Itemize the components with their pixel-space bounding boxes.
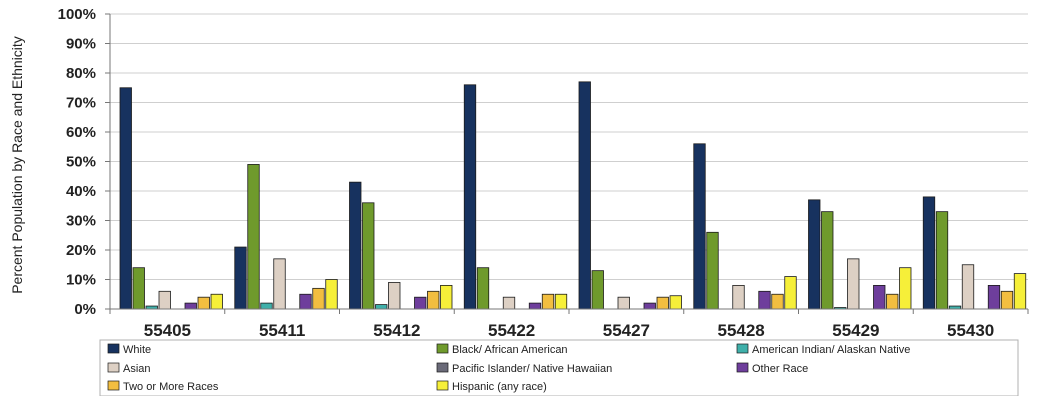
- legend-label: Other Race: [752, 363, 808, 375]
- bar-55427-series-7: [669, 295, 682, 310]
- bar-55429-series-3: [847, 258, 860, 310]
- category-label: 55427: [603, 321, 650, 340]
- bar-55428-series-5: [758, 290, 771, 310]
- bar-55412-series-7: [440, 284, 453, 310]
- bar-55429-series-7: [899, 267, 912, 310]
- category-label: 55429: [832, 321, 879, 340]
- bar-55428-series-3: [732, 284, 745, 310]
- legend-label: Black/ African American: [452, 344, 568, 356]
- bar-55428-series-1: [706, 231, 719, 310]
- bar-55422-series-5: [528, 302, 542, 310]
- bar-55427-series-5: [643, 302, 656, 310]
- bar-55411-series-7: [325, 279, 338, 310]
- bar-55430-series-0: [922, 196, 936, 310]
- category-label: 55422: [488, 321, 535, 340]
- bar-55427-series-3: [617, 296, 630, 310]
- bar-55412-series-6: [427, 290, 440, 310]
- x-axis-categories: 55405 55411 55412 55422 55427 55428 55429 55430: [144, 321, 995, 340]
- y-tick-label: 70%: [66, 95, 96, 112]
- bar-55428-series-7: [784, 276, 797, 310]
- y-axis-label: Percent Population by Race and Ethnicity: [9, 36, 25, 294]
- bar-55422-series-3: [502, 296, 516, 310]
- y-axis-ticks: 0% 10% 20% 30% 40% 50% 60% 70% 80% 90% 100%: [58, 6, 110, 318]
- bar-55430-series-6: [1000, 290, 1014, 310]
- bar-55405-series-1: [132, 267, 145, 310]
- bars: [119, 81, 1027, 310]
- y-tick-label: 80%: [66, 65, 96, 82]
- bar-55428-series-6: [771, 293, 784, 310]
- legend: White Black/ African American American Ind…: [99, 339, 1019, 396]
- bar-55430-series-7: [1013, 273, 1027, 310]
- category-label: 55412: [373, 321, 420, 340]
- y-tick-label: 10%: [66, 272, 96, 289]
- y-tick-label: 90%: [66, 36, 96, 53]
- bar-55427-series-0: [578, 81, 591, 310]
- bar-55429-series-1: [821, 211, 834, 310]
- bar-55427-series-1: [591, 270, 604, 310]
- bar-55405-series-3: [158, 290, 171, 310]
- bar-55422-series-6: [541, 293, 555, 310]
- category-label: 55411: [259, 321, 305, 340]
- bar-55422-series-1: [476, 267, 490, 310]
- bar-55405-series-5: [184, 302, 197, 310]
- y-tick-label: 0%: [74, 301, 96, 318]
- bar-55411-series-0: [234, 246, 247, 310]
- bar-55429-series-0: [808, 199, 821, 310]
- bar-55427-series-6: [656, 296, 669, 310]
- category-label: 55428: [717, 321, 764, 340]
- bar-55411-series-5: [299, 293, 312, 310]
- legend-swatch: [436, 343, 449, 354]
- bar-55428-series-0: [693, 143, 706, 310]
- bar-55412-series-5: [414, 296, 427, 310]
- bar-55430-series-5: [987, 284, 1001, 310]
- bar-55422-series-7: [554, 293, 568, 310]
- category-label: 55405: [144, 321, 191, 340]
- legend-swatch: [107, 362, 120, 373]
- bar-55412-series-0: [349, 181, 362, 310]
- legend-swatch: [736, 343, 749, 354]
- legend-label: Hispanic (any race): [452, 381, 547, 393]
- legend-swatch: [107, 380, 120, 391]
- legend-label: Two or More Races: [123, 381, 219, 393]
- legend-frame: [99, 339, 1019, 396]
- legend-swatch: [736, 362, 749, 373]
- y-tick-label: 50%: [66, 154, 96, 171]
- bar-55405-series-7: [210, 293, 223, 310]
- gridlines: [110, 13, 1028, 310]
- legend-label: Asian: [123, 363, 151, 375]
- bar-55405-series-6: [197, 296, 210, 310]
- bar-55430-series-1: [935, 211, 949, 310]
- y-tick-label: 20%: [66, 242, 96, 259]
- bar-55412-series-2: [375, 304, 388, 310]
- axes: [109, 14, 1029, 314]
- bar-55412-series-3: [388, 282, 401, 310]
- bar-55430-series-3: [961, 264, 975, 310]
- legend-label: Pacific Islander/ Native Hawaiian: [452, 363, 612, 375]
- bar-55422-series-0: [463, 84, 477, 310]
- bar-55429-series-6: [886, 293, 899, 310]
- bar-55412-series-1: [362, 202, 375, 310]
- y-tick-label: 40%: [66, 183, 96, 200]
- bar-55411-series-3: [273, 258, 286, 310]
- bar-55411-series-6: [312, 287, 325, 310]
- category-label: 55430: [947, 321, 994, 340]
- legend-label: White: [123, 344, 151, 356]
- bar-55411-series-2: [260, 302, 273, 310]
- bar-55411-series-1: [247, 164, 260, 310]
- legend-swatch: [436, 380, 449, 391]
- y-tick-label: 30%: [66, 213, 96, 230]
- y-tick-label: 60%: [66, 124, 96, 141]
- bar-55429-series-5: [873, 284, 886, 310]
- legend-swatch: [436, 362, 449, 373]
- legend-label: American Indian/ Alaskan Native: [752, 344, 910, 356]
- y-tick-label: 100%: [58, 6, 96, 23]
- bar-55405-series-0: [119, 87, 132, 310]
- legend-swatch: [107, 343, 120, 354]
